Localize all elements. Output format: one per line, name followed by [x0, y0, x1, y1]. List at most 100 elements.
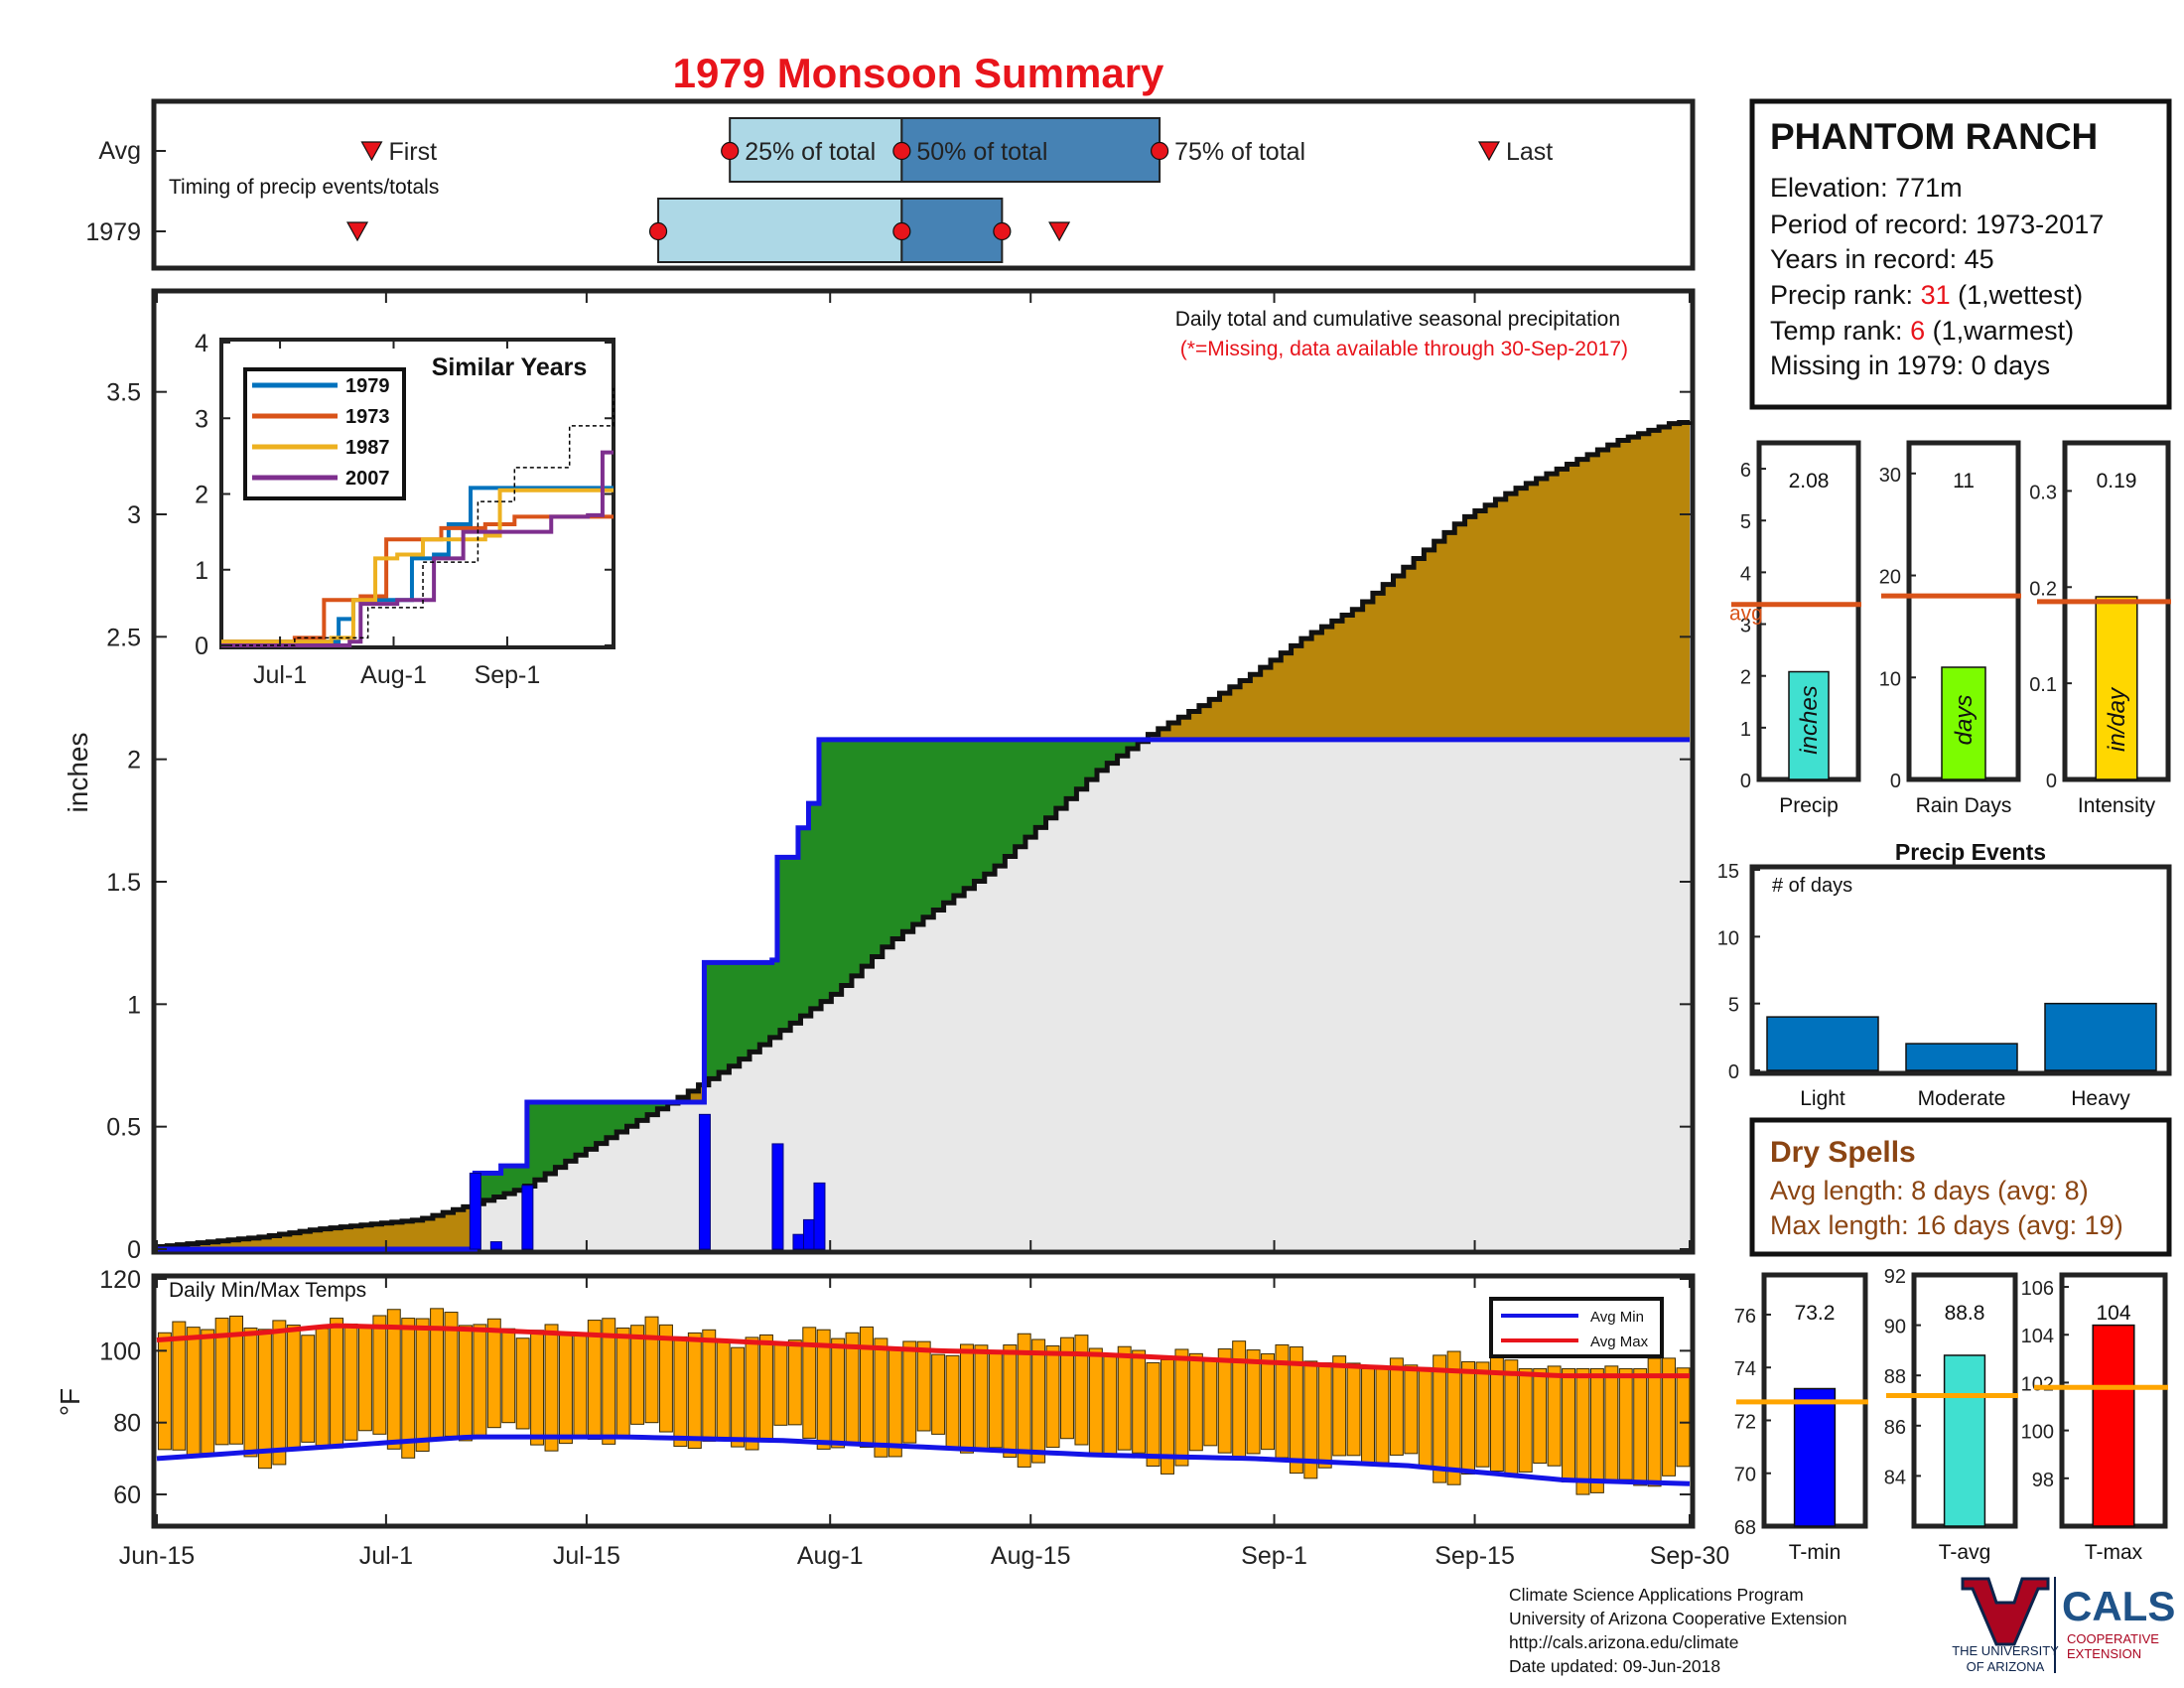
temp-range-bar: [415, 1318, 430, 1452]
temps-ytick-label: 100: [99, 1337, 141, 1365]
temp-range-bar: [272, 1320, 287, 1466]
temp-range-bar: [486, 1318, 501, 1429]
timing-row-year: 1979: [85, 218, 141, 246]
temp-range-bar: [1518, 1367, 1533, 1473]
cals-logo: CALS: [2062, 1583, 2175, 1629]
summary-ytick-label-tmax: 100: [2021, 1422, 2054, 1444]
temps-title: Daily Min/Max Temps: [169, 1279, 366, 1302]
timing-year-first-marker: [345, 221, 369, 242]
temps-ytick-label: 120: [99, 1266, 141, 1294]
temp-range-bar: [1633, 1367, 1648, 1486]
summary-ytick-label-intensity: 0: [2046, 771, 2057, 792]
daily-precip-bar: [469, 1173, 481, 1250]
season-xtick-label: Jul-15: [553, 1542, 620, 1570]
temp-range-bar: [816, 1329, 831, 1450]
temp-range-bar: [758, 1334, 773, 1440]
station-missing: Missing in 1979: 0 days: [1770, 351, 2050, 380]
similar-title: Similar Years: [432, 353, 588, 381]
temp-range-bar: [1418, 1366, 1433, 1468]
temp-range-bar: [673, 1336, 688, 1448]
dry-spells-title: Dry Spells: [1770, 1136, 1916, 1169]
timing-avg-p50-marker: [892, 141, 911, 161]
temp-range-bar: [974, 1344, 989, 1450]
temp-range-bar: [1003, 1344, 1018, 1459]
events-title: Precip Events: [1895, 839, 2046, 865]
temp-range-bar: [945, 1354, 960, 1448]
summary-value-tavg: 88.8: [1945, 1302, 1985, 1325]
station-elevation: Elevation: 771m: [1770, 173, 1963, 203]
events-ytick-label: 5: [1728, 995, 1739, 1017]
temp-range-bar: [1332, 1355, 1347, 1457]
temp-range-bar: [501, 1328, 516, 1424]
season-xtick-label: Aug-15: [991, 1542, 1071, 1570]
cumulative-ytick-label: 3: [127, 501, 141, 529]
similar-legend-label: 1973: [345, 406, 390, 428]
temp-range-bar: [745, 1336, 759, 1451]
temp-range-bar: [229, 1315, 244, 1445]
events-bar: [1766, 1016, 1879, 1071]
summary-value-rain_days: 11: [1953, 470, 1975, 492]
similar-ytick-label: 2: [195, 482, 208, 509]
cumulative-ytick-label: 2.5: [106, 624, 141, 651]
timing-avg-last-marker: [1477, 141, 1500, 162]
summary-xlabel-rain_days: Rain Days: [1916, 794, 2012, 817]
timing-label-last: Last: [1506, 138, 1553, 166]
summary-ytick-label-precip_total: 6: [1740, 460, 1751, 482]
timing-row-avg: Avg: [98, 137, 141, 165]
temp-range-bar: [257, 1329, 272, 1470]
temp-range-bar: [787, 1339, 802, 1426]
timing-avg-p75-marker: [1150, 141, 1169, 161]
summary-value-precip_total: 2.08: [1789, 470, 1830, 492]
similar-series-line: [221, 450, 614, 647]
events-ytick-label: 0: [1728, 1061, 1739, 1083]
summary-ytick-label-tavg: 90: [1884, 1317, 1906, 1338]
temp-range-bar: [1261, 1352, 1275, 1451]
station-temp-rank: Temp rank: 6 (1,warmest): [1770, 316, 2074, 346]
daily-precip-bar: [802, 1218, 815, 1250]
cumulative-ytick-label: 1: [127, 991, 141, 1019]
summary-xlabel-tmax: T-max: [2085, 1541, 2143, 1564]
temp-range-bar: [172, 1321, 187, 1451]
temp-range-bar: [1017, 1333, 1031, 1468]
temp-range-bar: [687, 1332, 702, 1450]
temp-range-bar: [1188, 1352, 1203, 1452]
temp-range-bar: [960, 1343, 974, 1454]
cumulative-ytick-label: 0.5: [106, 1114, 141, 1142]
avg-min-line: [156, 1434, 1691, 1486]
cumulative-ytick-label: 2: [127, 747, 141, 774]
ua-logo-line2: OF ARIZONA: [1967, 1659, 2045, 1674]
summary-ytick-label-rain_days: 10: [1879, 668, 1901, 690]
temp-range-bar: [330, 1318, 344, 1449]
similar-series-line: [221, 486, 614, 644]
legend-avg-max: Avg Max: [1590, 1334, 1649, 1350]
timing-year-box-upper: [900, 198, 1004, 263]
summary-bar-rain_days: [1941, 666, 1986, 780]
temp-range-bar: [1461, 1360, 1475, 1475]
temp-range-bar: [1562, 1367, 1576, 1483]
temp-range-bar: [874, 1337, 888, 1458]
temps-ytick-label: 80: [113, 1410, 141, 1438]
summary-ytick-label-rain_days: 20: [1879, 567, 1901, 589]
temps-ytick-label: 60: [113, 1481, 141, 1509]
temp-range-bar: [602, 1318, 616, 1445]
events-ytick-label: 15: [1717, 861, 1739, 883]
station-period: Period of record: 1973-2017: [1770, 210, 2104, 239]
summary-avg-label-precip_total: avg: [1729, 603, 1763, 626]
temp-range-bar: [1389, 1357, 1404, 1456]
events-category-label: Heavy: [2071, 1087, 2130, 1110]
cumulative-ytick-label: 0: [127, 1236, 141, 1264]
timing-year-p75-marker: [993, 221, 1012, 241]
temp-range-bar: [1475, 1361, 1490, 1468]
station-info-box: PHANTOM RANCH Elevation: 771m Period of …: [1749, 98, 2172, 410]
temp-range-bar: [1533, 1367, 1548, 1465]
season-xtick-label: Sep-15: [1434, 1542, 1515, 1570]
temp-range-bar: [1317, 1362, 1332, 1469]
similar-xtick-label: Sep-1: [475, 661, 541, 689]
temp-range-bar: [831, 1337, 846, 1449]
temp-range-bar: [1060, 1336, 1074, 1440]
temp-range-bar: [1289, 1346, 1303, 1475]
temp-range-bar: [630, 1325, 645, 1425]
station-precip-rank: Precip rank: 31 (1,wettest): [1770, 280, 2083, 310]
temp-range-bar: [916, 1340, 931, 1432]
temp-range-bar: [1446, 1350, 1461, 1485]
